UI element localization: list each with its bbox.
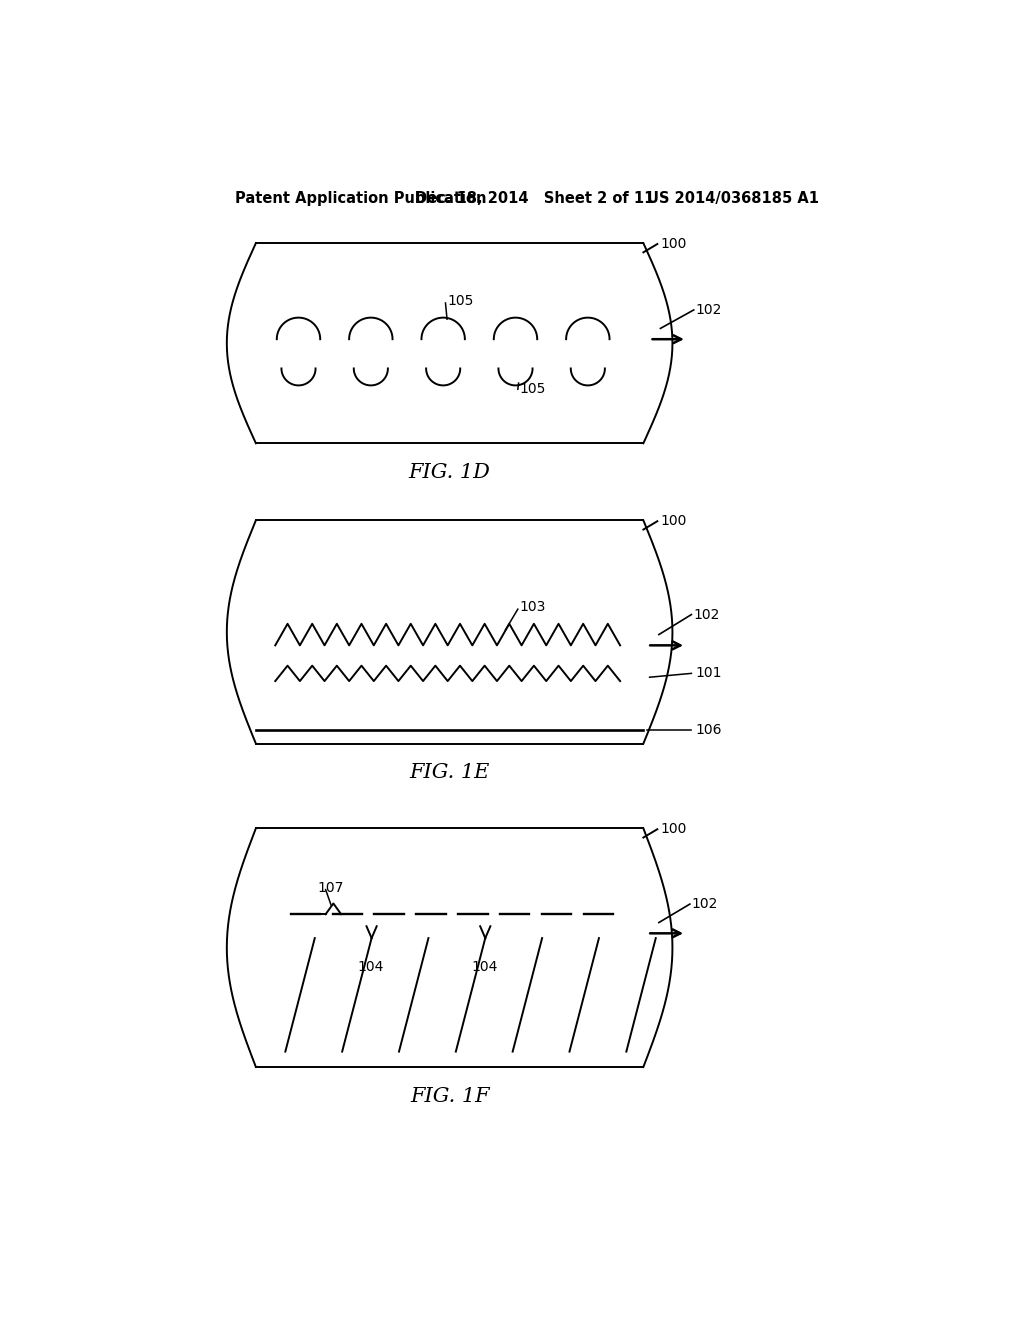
Text: US 2014/0368185 A1: US 2014/0368185 A1	[647, 191, 819, 206]
Text: FIG. 1E: FIG. 1E	[410, 763, 489, 783]
Text: 104: 104	[471, 961, 498, 974]
Text: 103: 103	[519, 599, 546, 614]
Text: FIG. 1F: FIG. 1F	[410, 1086, 489, 1106]
Text: 101: 101	[695, 667, 722, 680]
Text: Patent Application Publication: Patent Application Publication	[234, 191, 486, 206]
Text: 104: 104	[357, 961, 384, 974]
Text: 102: 102	[691, 898, 718, 911]
Text: 102: 102	[693, 607, 719, 622]
Text: FIG. 1D: FIG. 1D	[409, 463, 490, 482]
Text: 105: 105	[447, 293, 473, 308]
Text: 105: 105	[519, 383, 546, 396]
Text: 100: 100	[660, 822, 687, 837]
Text: 100: 100	[660, 238, 687, 251]
Text: 102: 102	[695, 302, 722, 317]
Text: Dec. 18, 2014   Sheet 2 of 11: Dec. 18, 2014 Sheet 2 of 11	[415, 191, 654, 206]
Text: 106: 106	[695, 723, 722, 737]
Text: 100: 100	[660, 515, 687, 528]
Text: 107: 107	[317, 880, 344, 895]
